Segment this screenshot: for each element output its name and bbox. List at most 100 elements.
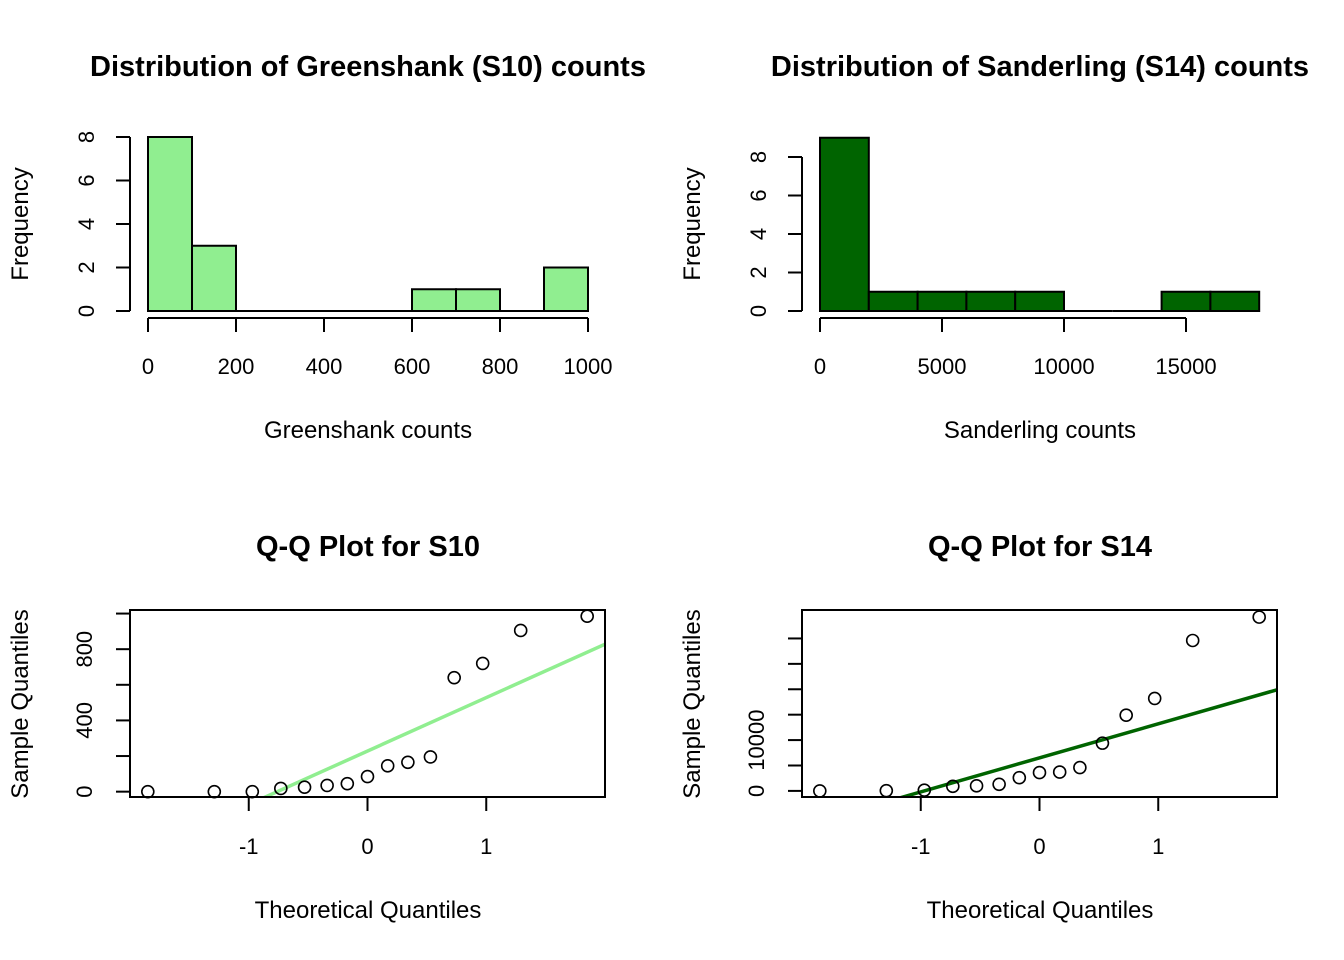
y-tick-label: 0 (744, 785, 769, 797)
x-tick-label: 1000 (564, 354, 613, 379)
x-tick-label: 0 (361, 834, 373, 859)
qq-point (207, 784, 222, 799)
y-tick-label: 6 (74, 174, 99, 186)
x-tick-label: 0 (1033, 834, 1045, 859)
y-tick-label: 0 (746, 305, 771, 317)
qq-point (580, 609, 594, 624)
y-tick-label: 800 (72, 631, 97, 668)
plot-frame (129, 609, 606, 798)
qq-point (1119, 708, 1133, 722)
y-axis-label: Frequency (679, 167, 706, 280)
qq-point (1185, 633, 1200, 648)
y-axis-label: Sample Quantiles (7, 609, 34, 798)
qq-point (320, 778, 334, 793)
qq-point (141, 784, 155, 799)
histogram-bar (191, 244, 237, 312)
y-tick-label: 0 (74, 305, 99, 317)
histogram-bar (411, 288, 457, 312)
histogram-bar (819, 136, 870, 312)
y-tick-label: 2 (74, 261, 99, 273)
y-tick-label: 4 (746, 228, 771, 240)
qq-point (423, 750, 438, 764)
y-tick-label: 6 (746, 189, 771, 201)
histogram-bar (1160, 290, 1212, 312)
qq-point (992, 777, 1006, 792)
qq-point (1252, 610, 1266, 624)
histogram-bar (916, 290, 968, 312)
x-tick-label: 5000 (918, 354, 967, 379)
x-tick-label: 600 (394, 354, 431, 379)
qq-point (380, 759, 395, 773)
x-tick-label: 15000 (1155, 354, 1216, 379)
y-tick-label: 2 (746, 266, 771, 278)
histogram-bar (1014, 290, 1066, 312)
qq-point (297, 780, 312, 795)
y-tick-label: 400 (72, 702, 97, 739)
chart-title: Q-Q Plot for S14 (928, 531, 1152, 563)
qq-point (1012, 770, 1027, 785)
x-tick-label: 0 (814, 354, 826, 379)
qq-point (274, 781, 288, 796)
qq-point (513, 623, 528, 638)
qq-point (969, 779, 984, 793)
x-tick-label: 0 (142, 354, 154, 379)
histogram-bar (1209, 290, 1261, 312)
qq-point (1032, 765, 1047, 780)
y-tick-label: 8 (74, 131, 99, 143)
qq-point (447, 670, 461, 685)
qq-point (340, 776, 355, 791)
qq-points (141, 609, 605, 799)
axes: -1 0 1 0 400 800 (72, 609, 606, 859)
qq-point (946, 779, 960, 794)
x-tick-label: 1 (1152, 834, 1164, 859)
panel-qq-s14: Q-Q Plot for S14 Theoretical Quantiles S… (679, 531, 1278, 924)
x-axis-label: Sanderling counts (944, 417, 1136, 444)
x-tick-label: -1 (239, 834, 259, 859)
histogram-bars (147, 136, 589, 312)
qq-point (1073, 760, 1087, 775)
axes: 0 200 400 600 800 1000 0 2 4 6 8 (74, 131, 612, 379)
x-axis-label: Theoretical Quantiles (927, 897, 1154, 924)
y-axis-label: Sample Quantiles (679, 609, 706, 798)
histogram-bars (819, 136, 1261, 312)
y-tick-label: 4 (74, 218, 99, 230)
y-axis-label: Frequency (7, 167, 34, 280)
x-axis-label: Greenshank counts (264, 417, 472, 444)
qq-point (401, 755, 415, 770)
qq-point (1095, 736, 1110, 750)
plot-frame (801, 609, 1278, 798)
qq-reference-line (896, 688, 1277, 797)
qq-point (475, 656, 490, 671)
qq-point (1147, 691, 1162, 706)
x-tick-label: 800 (482, 354, 519, 379)
x-tick-label: 1 (480, 834, 492, 859)
qq-point (879, 783, 894, 798)
qq-point (360, 769, 375, 784)
histogram-bar (867, 290, 919, 312)
histogram-bar (965, 290, 1017, 312)
x-tick-label: 400 (306, 354, 343, 379)
chart-title: Distribution of Sanderling (S14) counts (771, 51, 1309, 83)
y-tick-label: 0 (72, 786, 97, 798)
qq-points (813, 610, 1277, 798)
chart-title: Q-Q Plot for S10 (256, 531, 480, 563)
axes: -1 0 1 0 10000 (744, 609, 1278, 859)
y-tick-label: 10000 (744, 709, 769, 770)
histogram-bar (543, 266, 589, 312)
y-tick-label: 8 (746, 151, 771, 163)
x-tick-label: 10000 (1033, 354, 1094, 379)
qq-reference-line (261, 642, 605, 797)
panel-greenshank-histogram: Distribution of Greenshank (S10) counts … (7, 51, 646, 444)
chart-title: Distribution of Greenshank (S10) counts (90, 51, 646, 83)
histogram-bar (147, 136, 193, 312)
panel-sanderling-histogram: Distribution of Sanderling (S14) counts … (679, 51, 1309, 444)
histogram-bar (455, 288, 501, 312)
x-tick-label: -1 (911, 834, 931, 859)
qq-point (245, 784, 260, 799)
x-tick-label: 200 (218, 354, 255, 379)
axes: 0 5000 10000 15000 0 2 4 6 8 (746, 151, 1217, 379)
panel-qq-s10: Q-Q Plot for S10 Theoretical Quantiles S… (7, 531, 606, 924)
x-axis-label: Theoretical Quantiles (255, 897, 482, 924)
qq-point (813, 784, 827, 798)
